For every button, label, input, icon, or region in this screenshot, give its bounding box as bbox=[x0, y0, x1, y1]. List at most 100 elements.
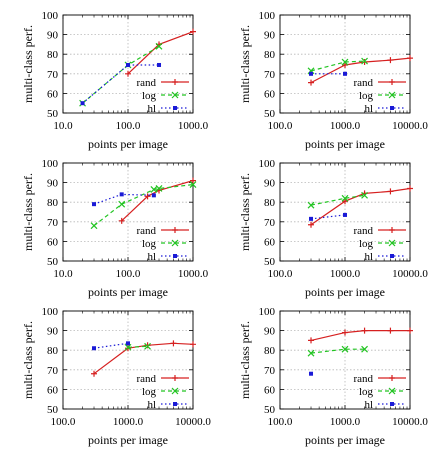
y-tick-label: 90 bbox=[264, 326, 276, 338]
series-hl bbox=[92, 192, 156, 207]
data-point-rand bbox=[308, 79, 315, 86]
legend-label: hl bbox=[147, 399, 156, 411]
y-tick-label: 100 bbox=[42, 10, 59, 22]
y-tick-label: 50 bbox=[47, 404, 59, 416]
legend-item-rand: rand bbox=[353, 225, 406, 237]
x-tick-label: 10.0 bbox=[53, 120, 73, 132]
legend-label: hl bbox=[364, 399, 373, 411]
data-point-rand bbox=[342, 329, 348, 336]
legend-item-hl: hl bbox=[364, 103, 406, 115]
legend-marker-log bbox=[171, 387, 179, 395]
data-point-hl bbox=[151, 193, 156, 198]
y-tick-label: 100 bbox=[259, 158, 276, 170]
y-tick-label: 100 bbox=[42, 158, 59, 170]
y-tick-label: 70 bbox=[47, 69, 59, 81]
legend-marker-hl bbox=[390, 402, 394, 406]
data-point-log bbox=[361, 345, 368, 353]
series-rand bbox=[308, 55, 413, 86]
series-line-hl bbox=[310, 214, 346, 220]
data-point-rand bbox=[387, 57, 394, 64]
legend-label: hl bbox=[147, 103, 156, 115]
legend-marker-log bbox=[388, 91, 396, 99]
legend-marker-rand bbox=[389, 375, 395, 381]
legend-marker-rand bbox=[172, 227, 178, 233]
legend-item-hl: hl bbox=[147, 251, 189, 263]
y-tick-label: 60 bbox=[47, 88, 59, 100]
x-axis-label: points per image bbox=[305, 285, 385, 299]
series-rand bbox=[91, 340, 196, 377]
legend-marker-hl bbox=[390, 106, 394, 110]
y-tick-label: 70 bbox=[47, 217, 59, 229]
legend-label: rand bbox=[136, 77, 156, 89]
y-tick-label: 60 bbox=[47, 236, 59, 248]
y-tick-label: 100 bbox=[259, 306, 276, 318]
data-point-hl bbox=[92, 346, 97, 351]
legend-item-log: log bbox=[359, 90, 406, 102]
data-point-rand bbox=[170, 340, 177, 347]
data-point-rand bbox=[387, 188, 394, 195]
chart-panel-4: 50 60 70 80 90 100 100.0 1000.0 10000.0 points pe… bbox=[238, 158, 428, 299]
data-point-log bbox=[150, 186, 158, 193]
data-point-rand bbox=[190, 177, 196, 184]
data-point-rand bbox=[308, 337, 315, 344]
x-tick-label: 100.0 bbox=[116, 120, 141, 132]
series-hl bbox=[309, 212, 347, 221]
data-point-hl bbox=[126, 62, 130, 67]
legend-marker-hl bbox=[173, 106, 177, 110]
x-tick-label: 10000.0 bbox=[175, 416, 211, 428]
legend-label: hl bbox=[364, 103, 373, 115]
data-point-log bbox=[144, 342, 151, 350]
legend-marker-rand bbox=[389, 79, 395, 85]
legend-item-log: log bbox=[142, 238, 189, 250]
y-tick-label: 80 bbox=[264, 49, 276, 61]
x-tick-label: 100.0 bbox=[268, 268, 293, 280]
data-point-rand bbox=[118, 217, 125, 224]
legend-label: log bbox=[142, 238, 157, 250]
y-tick-label: 90 bbox=[264, 178, 276, 190]
series-log bbox=[307, 191, 368, 209]
y-tick-label: 70 bbox=[264, 365, 276, 377]
data-point-hl bbox=[126, 341, 130, 346]
data-point-rand bbox=[190, 341, 196, 348]
series-log bbox=[307, 345, 368, 357]
series-line-hl bbox=[93, 342, 129, 349]
legend-label: rand bbox=[353, 77, 373, 89]
legend-label: rand bbox=[136, 225, 156, 237]
y-tick-label: 70 bbox=[264, 217, 276, 229]
legend-label: rand bbox=[353, 225, 373, 237]
legend-item-rand: rand bbox=[136, 77, 189, 89]
data-point-hl bbox=[343, 71, 347, 76]
legend-label: log bbox=[142, 386, 157, 398]
series-line-rand bbox=[93, 342, 193, 375]
y-tick-label: 80 bbox=[264, 197, 276, 209]
data-point-rand bbox=[361, 59, 368, 66]
y-tick-label: 100 bbox=[42, 306, 59, 318]
x-axis-label: points per image bbox=[305, 137, 385, 151]
y-tick-label: 60 bbox=[264, 384, 276, 396]
x-tick-label: 100.0 bbox=[268, 120, 293, 132]
data-point-hl bbox=[119, 192, 124, 197]
legend-item-rand: rand bbox=[353, 373, 406, 385]
series-line-rand bbox=[310, 187, 410, 226]
data-point-hl bbox=[309, 216, 314, 221]
legend-label: log bbox=[359, 386, 374, 398]
y-axis-label: multi-class perf. bbox=[238, 173, 252, 251]
series-hl bbox=[309, 71, 347, 76]
y-tick-label: 80 bbox=[264, 345, 276, 357]
chart-panel-5: 50 60 70 80 90 100 100.0 1000.0 10000.0 points pe… bbox=[21, 306, 211, 447]
x-tick-label: 10000.0 bbox=[392, 268, 428, 280]
y-tick-label: 50 bbox=[264, 256, 276, 268]
legend-label: log bbox=[359, 90, 374, 102]
y-tick-label: 70 bbox=[264, 69, 276, 81]
data-point-hl bbox=[157, 62, 162, 67]
y-tick-label: 50 bbox=[47, 108, 59, 120]
y-tick-label: 60 bbox=[264, 236, 276, 248]
data-point-log bbox=[90, 222, 98, 230]
legend-item-hl: hl bbox=[364, 251, 406, 263]
series-line-log bbox=[93, 184, 193, 227]
legend-marker-hl bbox=[390, 254, 394, 258]
data-point-rand bbox=[190, 28, 196, 35]
legend-label: hl bbox=[364, 251, 373, 263]
